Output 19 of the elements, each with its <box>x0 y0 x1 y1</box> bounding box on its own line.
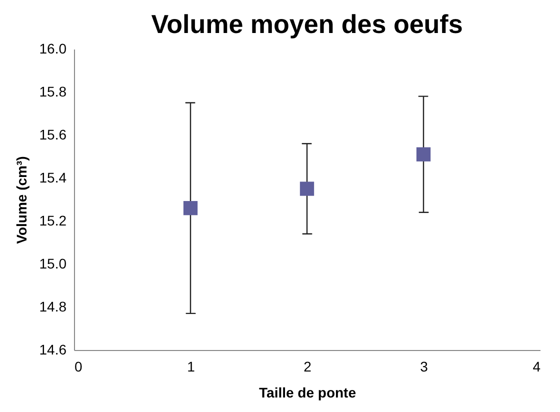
y-tick-label: 14.6 <box>39 342 67 358</box>
point <box>416 147 431 162</box>
point <box>300 182 314 196</box>
y-tick-label: 15.4 <box>39 170 67 186</box>
y-tick-label: 15.2 <box>39 212 67 228</box>
y-tick-label: 16.0 <box>39 40 67 56</box>
y-tick-label: 15.6 <box>39 126 67 142</box>
point <box>183 201 198 216</box>
y-axis-title: Volume (cm³) <box>13 156 30 244</box>
x-tick-label: 1 <box>187 358 196 374</box>
chart-title: Volume moyen des oeufs <box>151 9 463 39</box>
y-tick-label: 14.8 <box>39 298 67 314</box>
x-tick-label: 2 <box>304 358 312 374</box>
x-tick-label: 4 <box>532 358 541 374</box>
x-tick-label: 3 <box>420 358 428 374</box>
x-axis-title: Taille de ponte <box>259 384 356 400</box>
y-tick-label: 15.8 <box>39 84 67 100</box>
y-tick-label: 15.0 <box>39 256 67 272</box>
x-tick-label: 0 <box>74 358 82 374</box>
